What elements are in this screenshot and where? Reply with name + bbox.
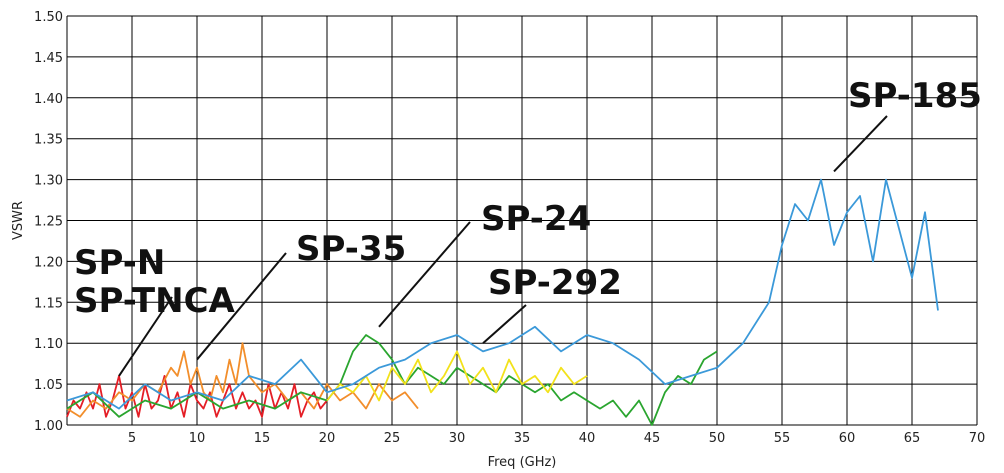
x-tick-labels: 5 10 15 20 25 30 35 40 45 50 55 60 65 70 (128, 431, 985, 446)
y-tick-label: 1.30 (34, 174, 63, 189)
y-tick-label: 1.25 (34, 215, 63, 230)
callout-label: SP-24 (481, 199, 591, 239)
callout-label: SP-TNCA (74, 281, 236, 321)
y-tick-label: 1.45 (34, 51, 63, 66)
x-tick-label: 30 (449, 431, 466, 446)
x-tick-label: 60 (839, 431, 856, 446)
x-tick-label: 20 (319, 431, 336, 446)
y-tick-label: 1.20 (34, 255, 63, 270)
callouts: SP-NSP-TNCA SP-35 SP-24 SP-292 SP-185 (74, 76, 982, 377)
x-tick-label: 15 (254, 431, 271, 446)
y-tick-label: 1.15 (34, 296, 63, 311)
x-tick-label: 55 (774, 431, 791, 446)
y-tick-label: 1.50 (34, 10, 63, 25)
x-tick-label: 65 (904, 431, 921, 446)
callout-label: SP-35 (296, 229, 406, 269)
series-line-5 (66, 178, 939, 410)
callout-label: SP-292 (488, 263, 622, 303)
x-tick-label: 70 (969, 431, 986, 446)
y-tick-label: 1.10 (34, 337, 63, 352)
x-tick-label: 10 (189, 431, 206, 446)
callout-leader-line (118, 296, 173, 377)
callout-label: SP-N (74, 243, 165, 283)
series-line-1 (66, 375, 328, 418)
x-tick-label: 40 (579, 431, 596, 446)
y-tick-labels: 1.00 1.05 1.10 1.15 1.20 1.25 1.30 1.35 1.40 1.45… (34, 10, 63, 434)
x-axis-title: Freq (GHz) (488, 455, 557, 470)
callout-leader-line (482, 304, 527, 344)
x-tick-label: 35 (514, 431, 531, 446)
grid (66, 15, 978, 426)
series-group (66, 178, 939, 426)
series-line-3 (66, 334, 718, 426)
y-tick-label: 1.00 (34, 419, 63, 434)
y-tick-label: 1.05 (34, 378, 63, 393)
x-tick-label: 25 (384, 431, 401, 446)
callout-leader-line (196, 252, 287, 361)
series-line-2 (66, 342, 419, 418)
series-line-4 (326, 350, 588, 402)
y-tick-label: 1.40 (34, 92, 63, 107)
x-tick-label: 5 (128, 431, 136, 446)
callout-label: SP-185 (848, 76, 982, 116)
x-tick-label: 45 (644, 431, 661, 446)
x-tick-label: 50 (709, 431, 726, 446)
y-tick-label: 1.35 (34, 133, 63, 148)
callout-leader-line (378, 221, 471, 328)
y-axis-title: VSWR (11, 201, 26, 240)
callout-leader-line (833, 115, 888, 173)
